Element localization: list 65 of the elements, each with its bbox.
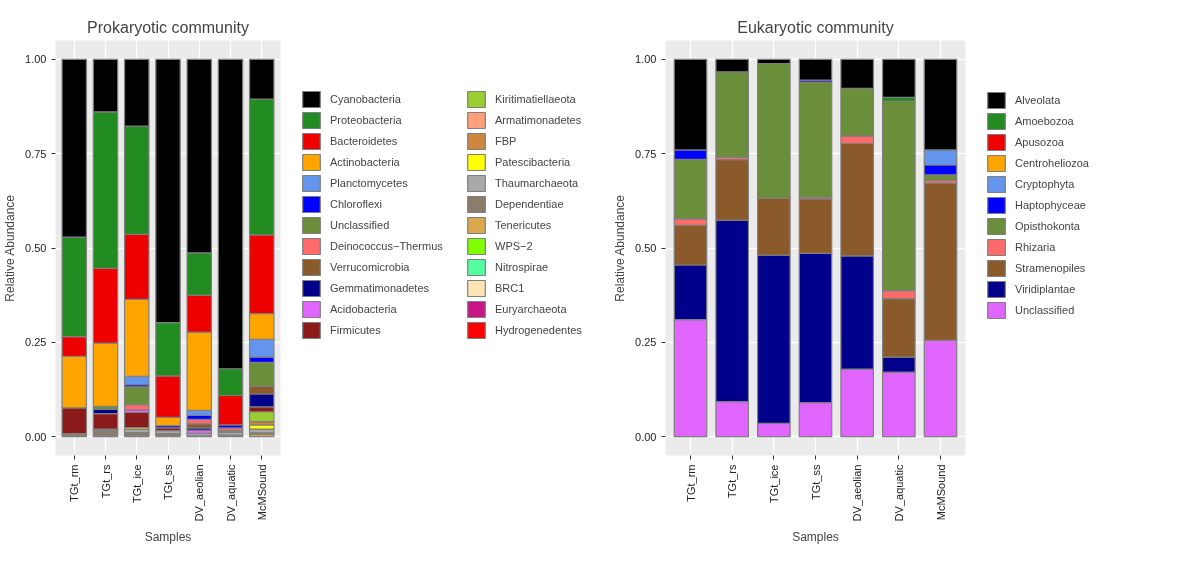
legend-label: FBP [495,135,517,147]
x-tick-label: TGt_ice [130,464,143,504]
legend-label: Tenericutes [495,219,552,231]
legend-label: Viridiplantae [1015,283,1076,295]
legend-label: Rhizaria [1015,241,1056,253]
legend-label: BRC1 [495,282,525,294]
legend-label: Dependentiae [495,198,564,210]
y-tick-label: 0.50 [25,242,47,254]
x-tick-label: TGt_ss [162,464,174,500]
legend-label: Deinococcus−Thermus [330,240,443,252]
x-tick-label: McMSound [255,464,268,521]
legend-label: Apusozoa [1015,136,1064,148]
x-tick-label: DV_aquatic [892,464,905,522]
x-tick-label: TGt_rm [684,464,697,502]
legend-label: Patescibacteria [495,156,571,168]
legend-label: Haptophyceae [1015,199,1086,211]
legend-label: Acidobacteria [330,303,397,315]
legend-label: Alveolata [1015,94,1061,106]
legend-label: Nitrospirae [495,261,549,273]
legend-label: Euryarchaeota [495,303,567,315]
x-tick-label: TGt_rs [726,464,739,499]
legend-label: Unclassified [1015,304,1075,316]
y-axis-title: Relative Abundance [3,194,18,302]
legend-label: Unclassified [330,219,390,231]
legend-label: Centroheliozoa [1015,157,1089,169]
y-tick-label: 1.00 [25,53,47,66]
legend-label: Bacteroidetes [330,135,398,147]
y-tick-label: 0.75 [635,147,657,160]
y-tick-label: 0.75 [25,147,47,160]
legend-label: Armatimonadetes [495,114,582,126]
legend-label: Cyanobacteria [330,93,401,105]
legend-label: Chloroflexi [330,198,382,210]
x-axis-title: Samples [144,529,192,544]
legend-label: WPS−2 [495,240,533,252]
y-axis-title: Relative Abundance [613,194,628,302]
x-tick-label: TGt_rs [99,464,112,499]
x-tick-label: DV_aeolian [193,464,206,522]
legend-label: Verrucomicrobia [330,261,410,273]
x-tick-label: DV_aeolian [851,464,864,522]
legend-label: Thaumarchaeota [495,177,579,189]
y-tick-label: 0.50 [635,242,657,254]
x-tick-label: TGt_ice [767,464,780,504]
y-tick-label: 0.25 [25,336,47,349]
y-tick-label: 1.00 [635,53,657,66]
x-tick-label: TGt_rm [68,464,81,502]
y-tick-label: 0.25 [635,336,657,349]
legend-label: Stramenopiles [1015,262,1086,274]
legend-label: Actinobacteria [330,156,400,168]
legend-label: Proteobacteria [330,114,402,126]
legend-label: Kiritimatiellaeota [495,93,576,105]
legend-label: Gemmatimonadetes [330,282,430,294]
x-tick-label: TGt_ss [809,464,822,500]
x-tick-label: McMSound [934,464,947,521]
legend-label: Amoebozoa [1015,115,1074,127]
legend-label: Opisthokonta [1015,220,1080,232]
legend-label: Firmicutes [330,324,381,336]
y-tick-label: 0.00 [635,430,657,443]
legend-label: Planctomycetes [330,177,408,189]
legend-label: Hydrogenedentes [495,324,582,336]
chart-title: Prokaryotic community [87,18,249,36]
y-tick-label: 0.00 [25,430,47,443]
legend-label: Cryptophyta [1015,178,1075,190]
x-axis-title: Samples [792,529,839,544]
chart-title: Eukaryotic community [737,18,894,36]
x-tick-label: DV_aquatic [224,464,237,522]
